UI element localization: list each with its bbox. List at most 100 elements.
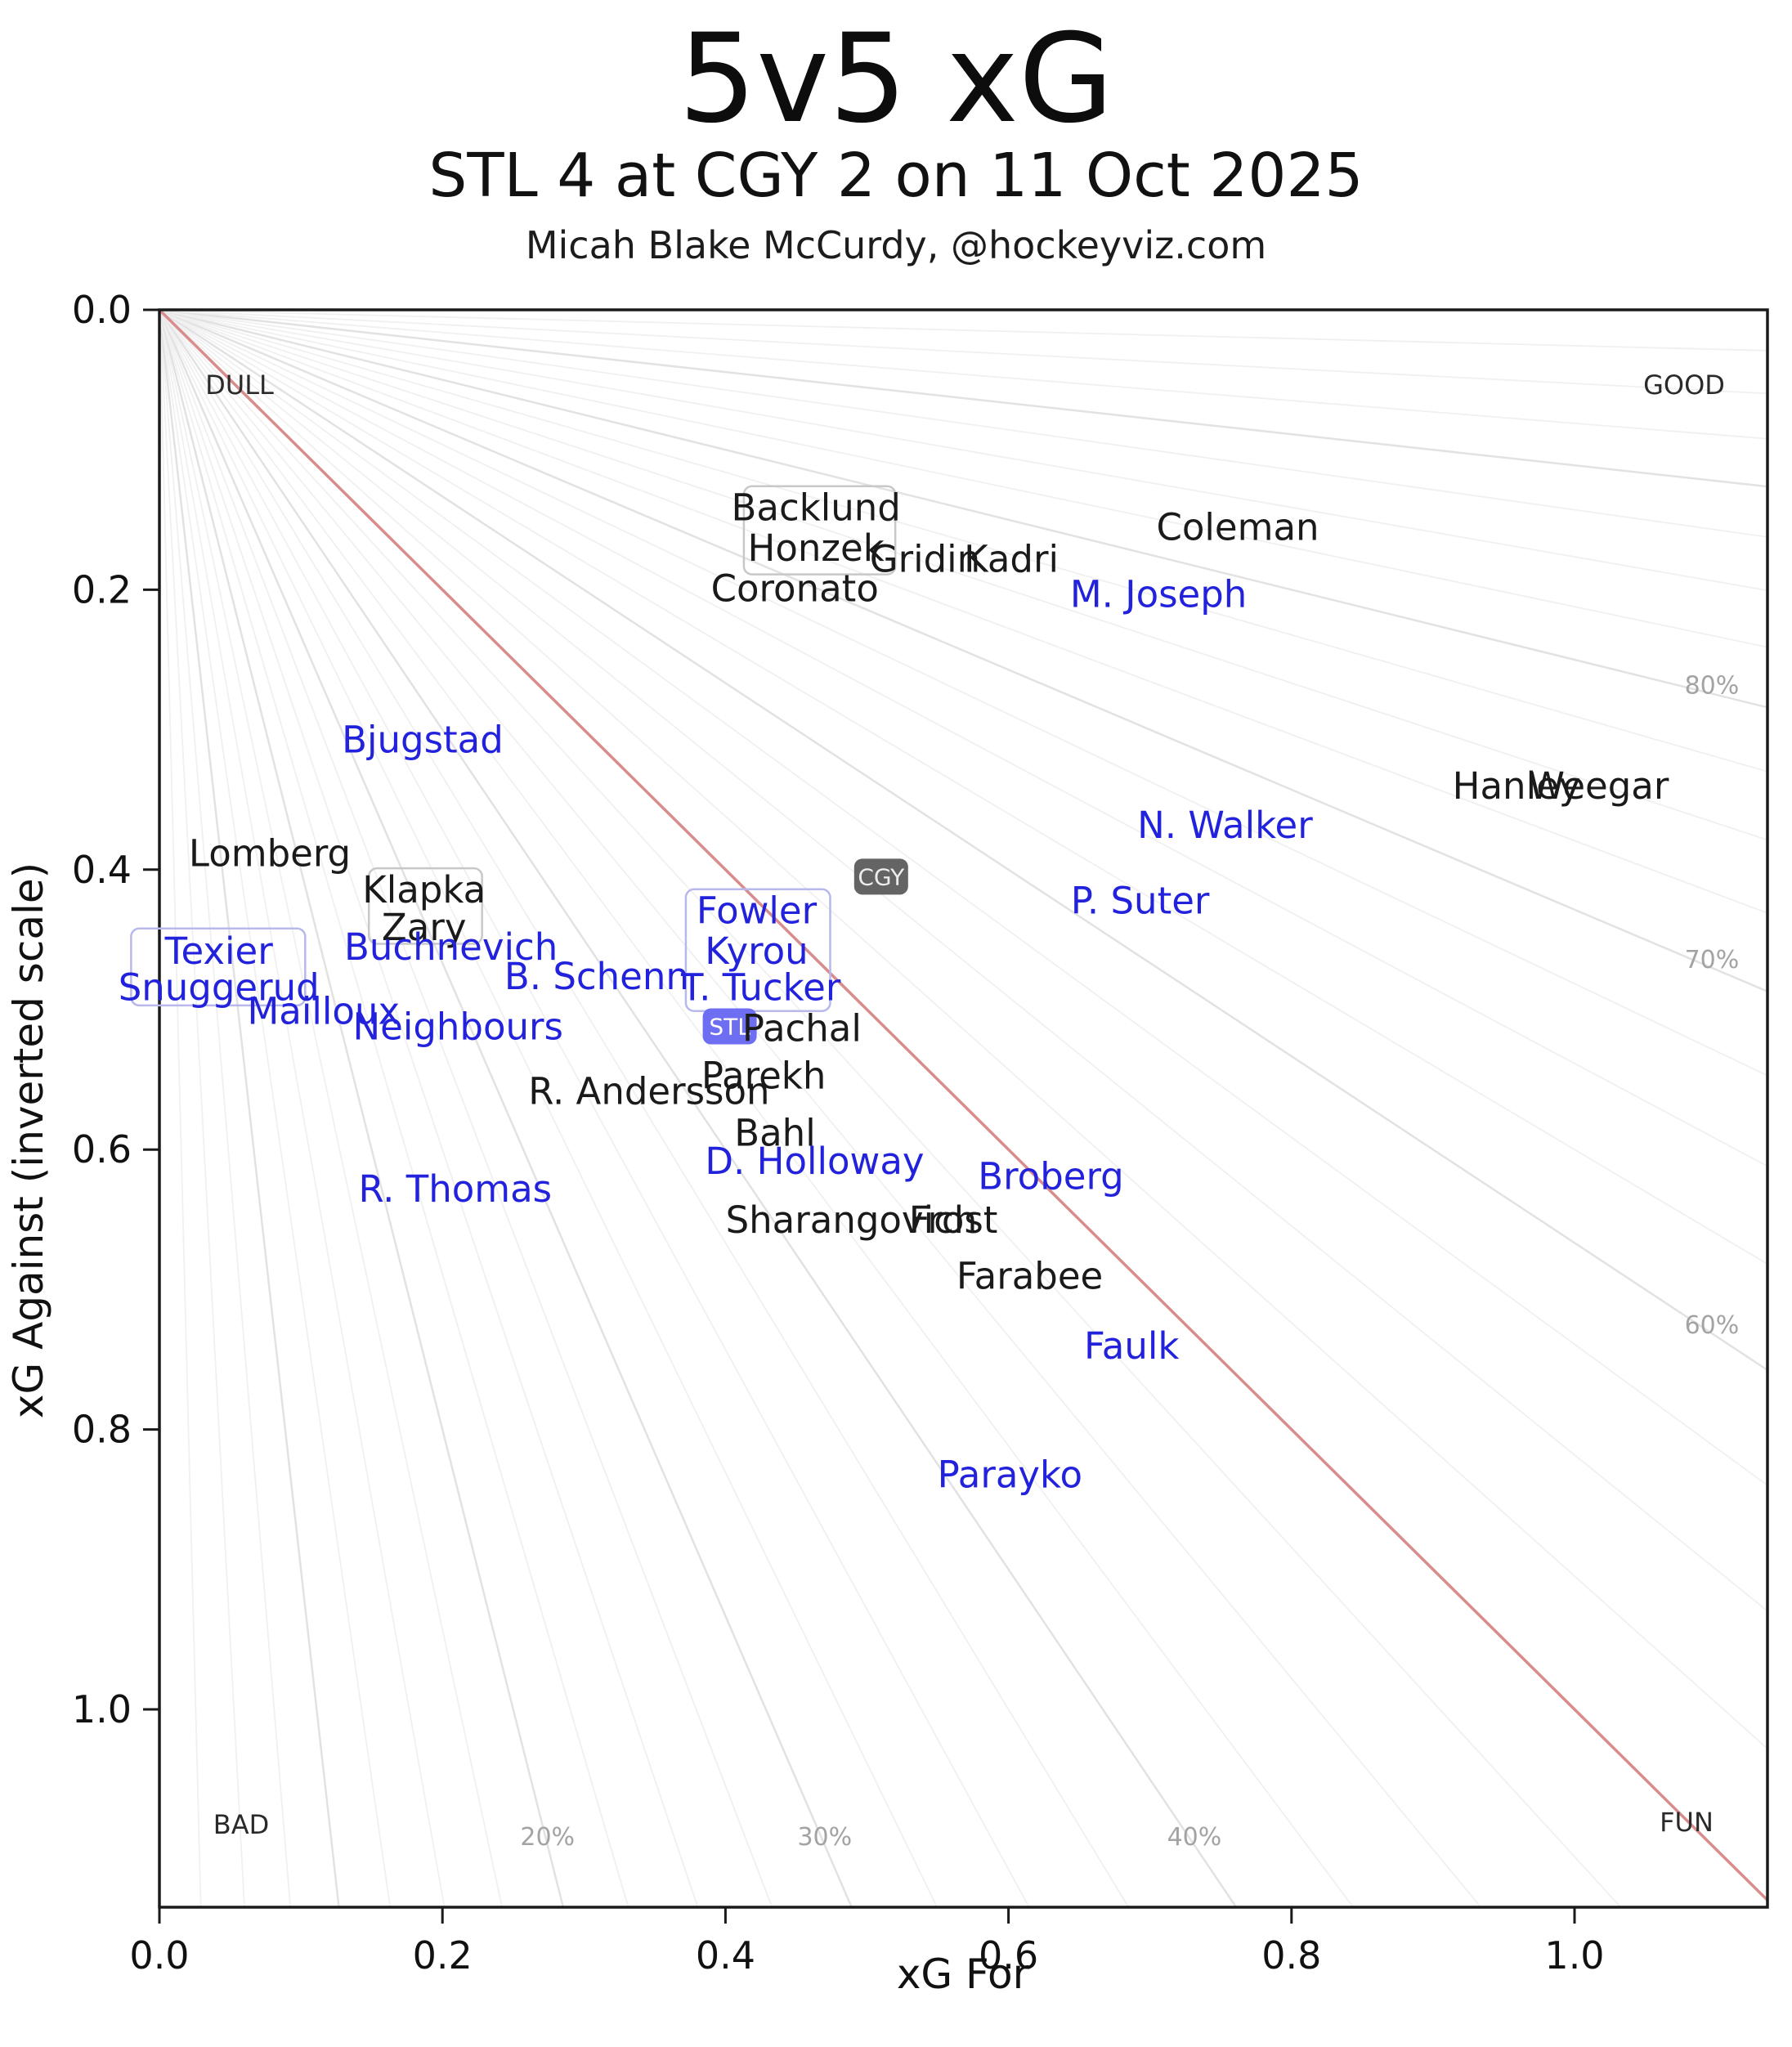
player-label-broberg: Broberg bbox=[978, 1155, 1123, 1198]
team-marker-STL bbox=[702, 1008, 757, 1045]
ratio-line-2.5 bbox=[159, 309, 202, 1908]
player-label-mailloux: Mailloux bbox=[247, 990, 400, 1033]
ratio-line-55 bbox=[159, 309, 1768, 1612]
chart-title: 5v5 xG bbox=[679, 8, 1113, 150]
ratio-line-52.5 bbox=[159, 309, 1768, 1749]
ratio-line-97.5 bbox=[159, 309, 1768, 352]
player-label-neighbours: Neighbours bbox=[352, 1006, 563, 1049]
y-tick-label: 0.8 bbox=[72, 1408, 132, 1452]
ratio-line-32.5 bbox=[159, 309, 939, 1908]
player-label-fowler: Fowler bbox=[697, 889, 818, 932]
ratio-line-47.5 bbox=[159, 309, 1622, 1908]
y-tick-label: 0.0 bbox=[72, 288, 132, 332]
plot-frame bbox=[158, 308, 1769, 1909]
player-label-klapka: Klapka bbox=[362, 868, 486, 912]
player-label-kyrou: Kyrou bbox=[705, 929, 808, 973]
x-tick-label: 0.4 bbox=[696, 1933, 755, 1978]
ratio-line-87.5 bbox=[159, 309, 1768, 538]
ratio-line-90 bbox=[159, 308, 1768, 488]
y-tick-label: 0.4 bbox=[72, 848, 132, 892]
y-axis-label: xG Against (inverted scale) bbox=[5, 862, 52, 1418]
player-label-faulk: Faulk bbox=[1084, 1324, 1179, 1368]
team-marker-label-STL: STL bbox=[709, 1014, 750, 1041]
ratio-line-25 bbox=[159, 309, 699, 1908]
player-label-texier: Texier bbox=[164, 929, 274, 973]
player-label-n-walker: N. Walker bbox=[1137, 804, 1313, 847]
x-axis-label: xG For bbox=[897, 1951, 1030, 1998]
ratio-line-92.5 bbox=[159, 309, 1768, 440]
ratio-line-10 bbox=[158, 309, 340, 1908]
player-label-coronato: Coronato bbox=[711, 567, 879, 611]
group-box-fowler-kyrou-tucker bbox=[684, 888, 831, 1012]
player-label-bahl: Bahl bbox=[734, 1112, 815, 1155]
corner-label-bottom-left: BAD bbox=[213, 1809, 269, 1840]
ratio-label-60pct: 60% bbox=[1685, 1311, 1740, 1340]
ratio-line-42.5 bbox=[159, 309, 1355, 1908]
player-label-frost: Frost bbox=[909, 1198, 998, 1242]
ratio-line-15 bbox=[159, 309, 446, 1908]
x-tick-label: 0.6 bbox=[979, 1933, 1038, 1978]
player-label-m-joseph: M. Joseph bbox=[1070, 573, 1247, 616]
fifty-percent-line bbox=[158, 308, 1769, 1901]
ratio-line-12.5 bbox=[159, 309, 392, 1908]
ratio-label-30pct: 30% bbox=[797, 1823, 852, 1852]
ratio-line-62.5 bbox=[159, 309, 1768, 1265]
player-label-d-holloway: D. Holloway bbox=[705, 1140, 924, 1183]
chart-attribution: Micah Blake McCurdy, @hockeyviz.com bbox=[526, 223, 1266, 267]
player-label-parayko: Parayko bbox=[938, 1453, 1082, 1496]
ratio-line-30 bbox=[158, 309, 853, 1908]
x-tick-label: 1.0 bbox=[1544, 1933, 1604, 1978]
corner-label-top-left: DULL bbox=[205, 370, 274, 401]
ratio-line-95 bbox=[159, 309, 1768, 395]
ratio-line-65 bbox=[159, 309, 1768, 1167]
player-label-t-tucker: T. Tucker bbox=[680, 966, 841, 1010]
x-tick-label: 0.0 bbox=[129, 1933, 189, 1978]
player-label-weegar: Weegar bbox=[1528, 764, 1669, 808]
y-tick-label: 1.0 bbox=[72, 1687, 132, 1731]
player-label-snuggerud: Snuggerud bbox=[119, 966, 320, 1010]
ratio-line-35 bbox=[159, 309, 1030, 1908]
ratio-line-67.5 bbox=[159, 309, 1768, 1077]
player-label-kadri: Kadri bbox=[964, 538, 1059, 581]
player-label-farabee: Farabee bbox=[956, 1254, 1103, 1297]
team-marker-label-CGY: CGY bbox=[858, 863, 905, 890]
ratio-line-75 bbox=[159, 309, 1768, 841]
corner-label-bottom-right: FUN bbox=[1660, 1807, 1714, 1838]
ratio-line-60 bbox=[159, 308, 1768, 1371]
ratio-label-20pct: 20% bbox=[520, 1823, 575, 1852]
plot-area: 20% 30% 40% 60% 70% 80% 0.0 0.2 0.4 0.6 0.8 1.0 0.0 0… bbox=[72, 288, 1769, 1978]
ratio-line-7.5 bbox=[159, 309, 292, 1908]
player-label-buchnevich: Buchnevich bbox=[344, 925, 558, 969]
player-label-lomberg: Lomberg bbox=[189, 831, 351, 875]
ratio-line-40 bbox=[158, 309, 1238, 1908]
player-label-coleman: Coleman bbox=[1156, 505, 1319, 549]
player-label-hanley: Hanley bbox=[1453, 764, 1581, 808]
ratio-line-77.5 bbox=[159, 309, 1768, 773]
player-label-sharangovich: Sharangovich bbox=[726, 1198, 978, 1242]
player-label-bjugstad: Bjugstad bbox=[342, 719, 504, 762]
x-tick-label: 0.8 bbox=[1261, 1933, 1321, 1978]
group-box-texier-snuggerud bbox=[130, 927, 307, 1007]
group-box-backlund-honzek bbox=[742, 485, 897, 576]
ratio-line-37.5 bbox=[159, 309, 1130, 1908]
player-label-backlund: Backlund bbox=[732, 486, 901, 529]
ratio-line-57.5 bbox=[159, 309, 1768, 1486]
player-label-r-thomas: R. Thomas bbox=[358, 1167, 552, 1211]
ratio-line-85 bbox=[159, 309, 1768, 592]
player-label-gridin: Gridin bbox=[870, 538, 980, 581]
player-label-parekh: Parekh bbox=[701, 1054, 826, 1097]
ratio-line-5 bbox=[159, 309, 245, 1908]
ratio-label-80pct: 80% bbox=[1685, 672, 1740, 701]
player-label-p-suter: P. Suter bbox=[1071, 879, 1210, 922]
ratio-line-17.5 bbox=[159, 309, 503, 1908]
x-tick-label: 0.2 bbox=[413, 1933, 473, 1978]
player-label-honzek: Honzek bbox=[748, 526, 885, 570]
ratio-line-20 bbox=[158, 309, 565, 1908]
ratio-label-40pct: 40% bbox=[1167, 1823, 1222, 1852]
player-label-b-schenn: B. Schenn bbox=[504, 955, 689, 998]
ratio-line-70 bbox=[159, 308, 1768, 992]
y-tick-label: 0.6 bbox=[72, 1127, 132, 1171]
group-box-klapka-zary bbox=[367, 867, 483, 945]
ratio-line-72.5 bbox=[159, 309, 1768, 914]
